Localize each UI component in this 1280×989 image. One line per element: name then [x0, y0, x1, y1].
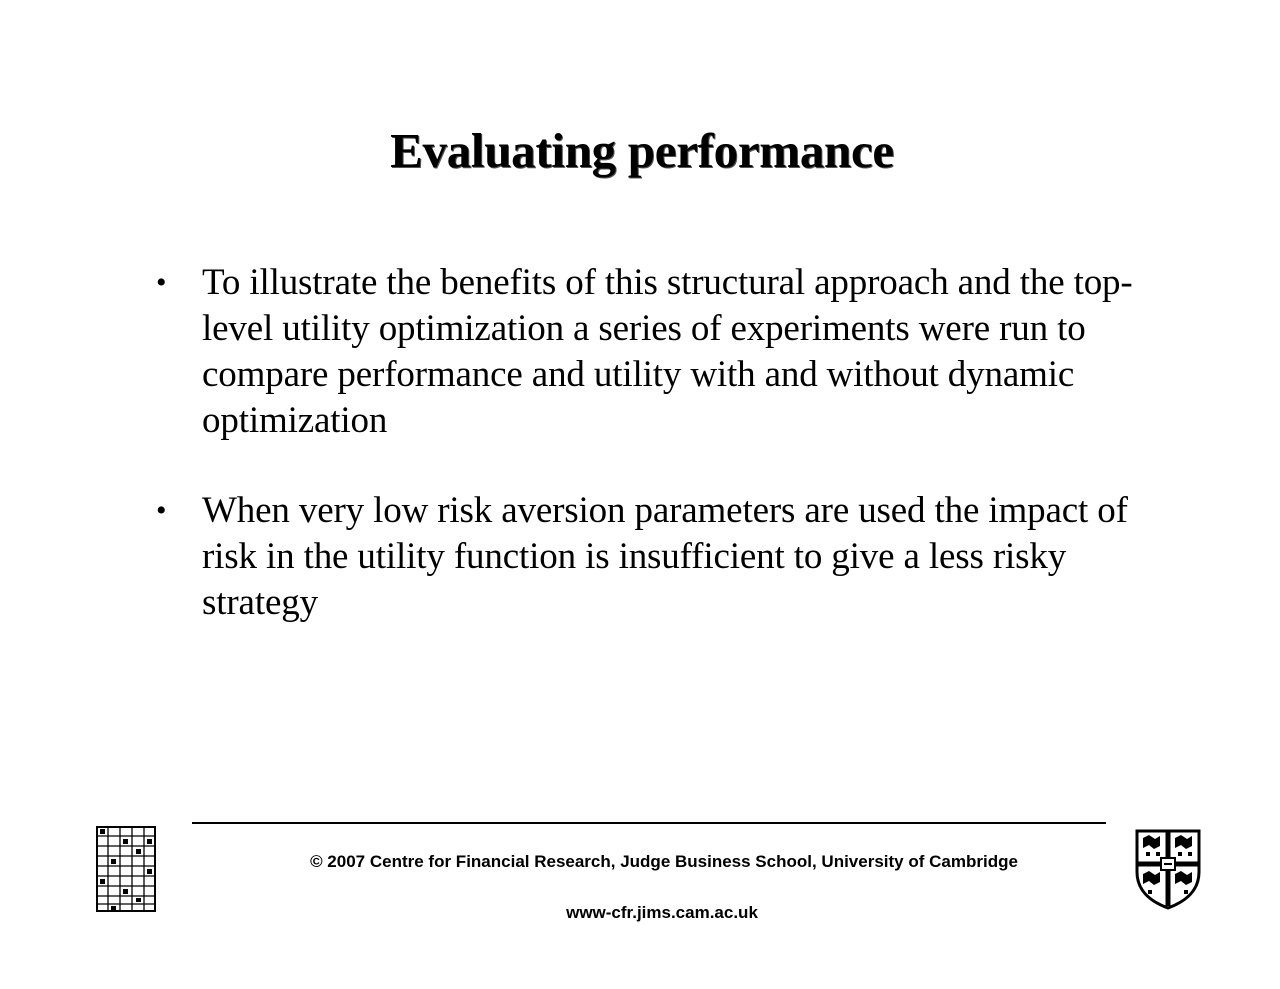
bullet-marker: • — [156, 494, 167, 527]
jbs-building-logo-icon — [96, 826, 156, 912]
footer-copyright: © 2007 Centre for Financial Research, Ju… — [310, 852, 1018, 871]
bullet-text: To illustrate the benefits of this struc… — [202, 262, 1133, 441]
cambridge-shield-icon — [1135, 829, 1201, 910]
bullet-item: • When very low risk aversion parameters… — [150, 488, 1150, 626]
bullet-text: When very low risk aversion parameters a… — [202, 490, 1128, 623]
footer-divider — [192, 822, 1106, 824]
footer-url: www-cfr.jims.cam.ac.uk — [566, 903, 758, 922]
bullet-list: • To illustrate the benefits of this str… — [150, 260, 1150, 670]
bullet-item: • To illustrate the benefits of this str… — [150, 260, 1150, 444]
slide-title: Evaluating performance — [390, 123, 894, 178]
bullet-marker: • — [156, 266, 167, 299]
